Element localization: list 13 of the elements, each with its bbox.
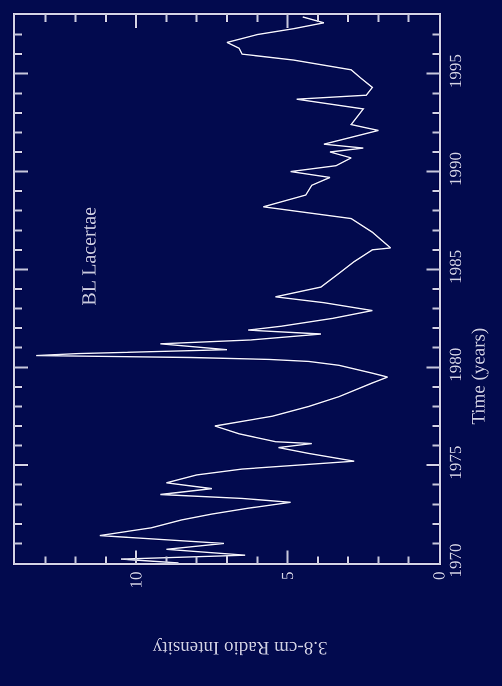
y-tick-label: 1985 <box>446 250 466 284</box>
y-tick-label: 1970 <box>446 543 466 578</box>
y-tick-label: 1980 <box>446 348 466 382</box>
annotation: BL Lacertae <box>78 206 100 306</box>
y-tick-label: 1990 <box>446 152 466 186</box>
y-tick-label: 1975 <box>446 446 466 480</box>
x-tick-label: 0 <box>430 572 449 580</box>
x-tick-label: 5 <box>278 572 298 580</box>
x-axis-title: 3.8-cm Radio Intensity <box>152 637 328 658</box>
x-tick-label: 10 <box>126 572 146 589</box>
line-series <box>36 16 392 563</box>
y-tick-label: 1995 <box>446 54 466 88</box>
y-axis-title: Time (years) <box>468 328 490 425</box>
